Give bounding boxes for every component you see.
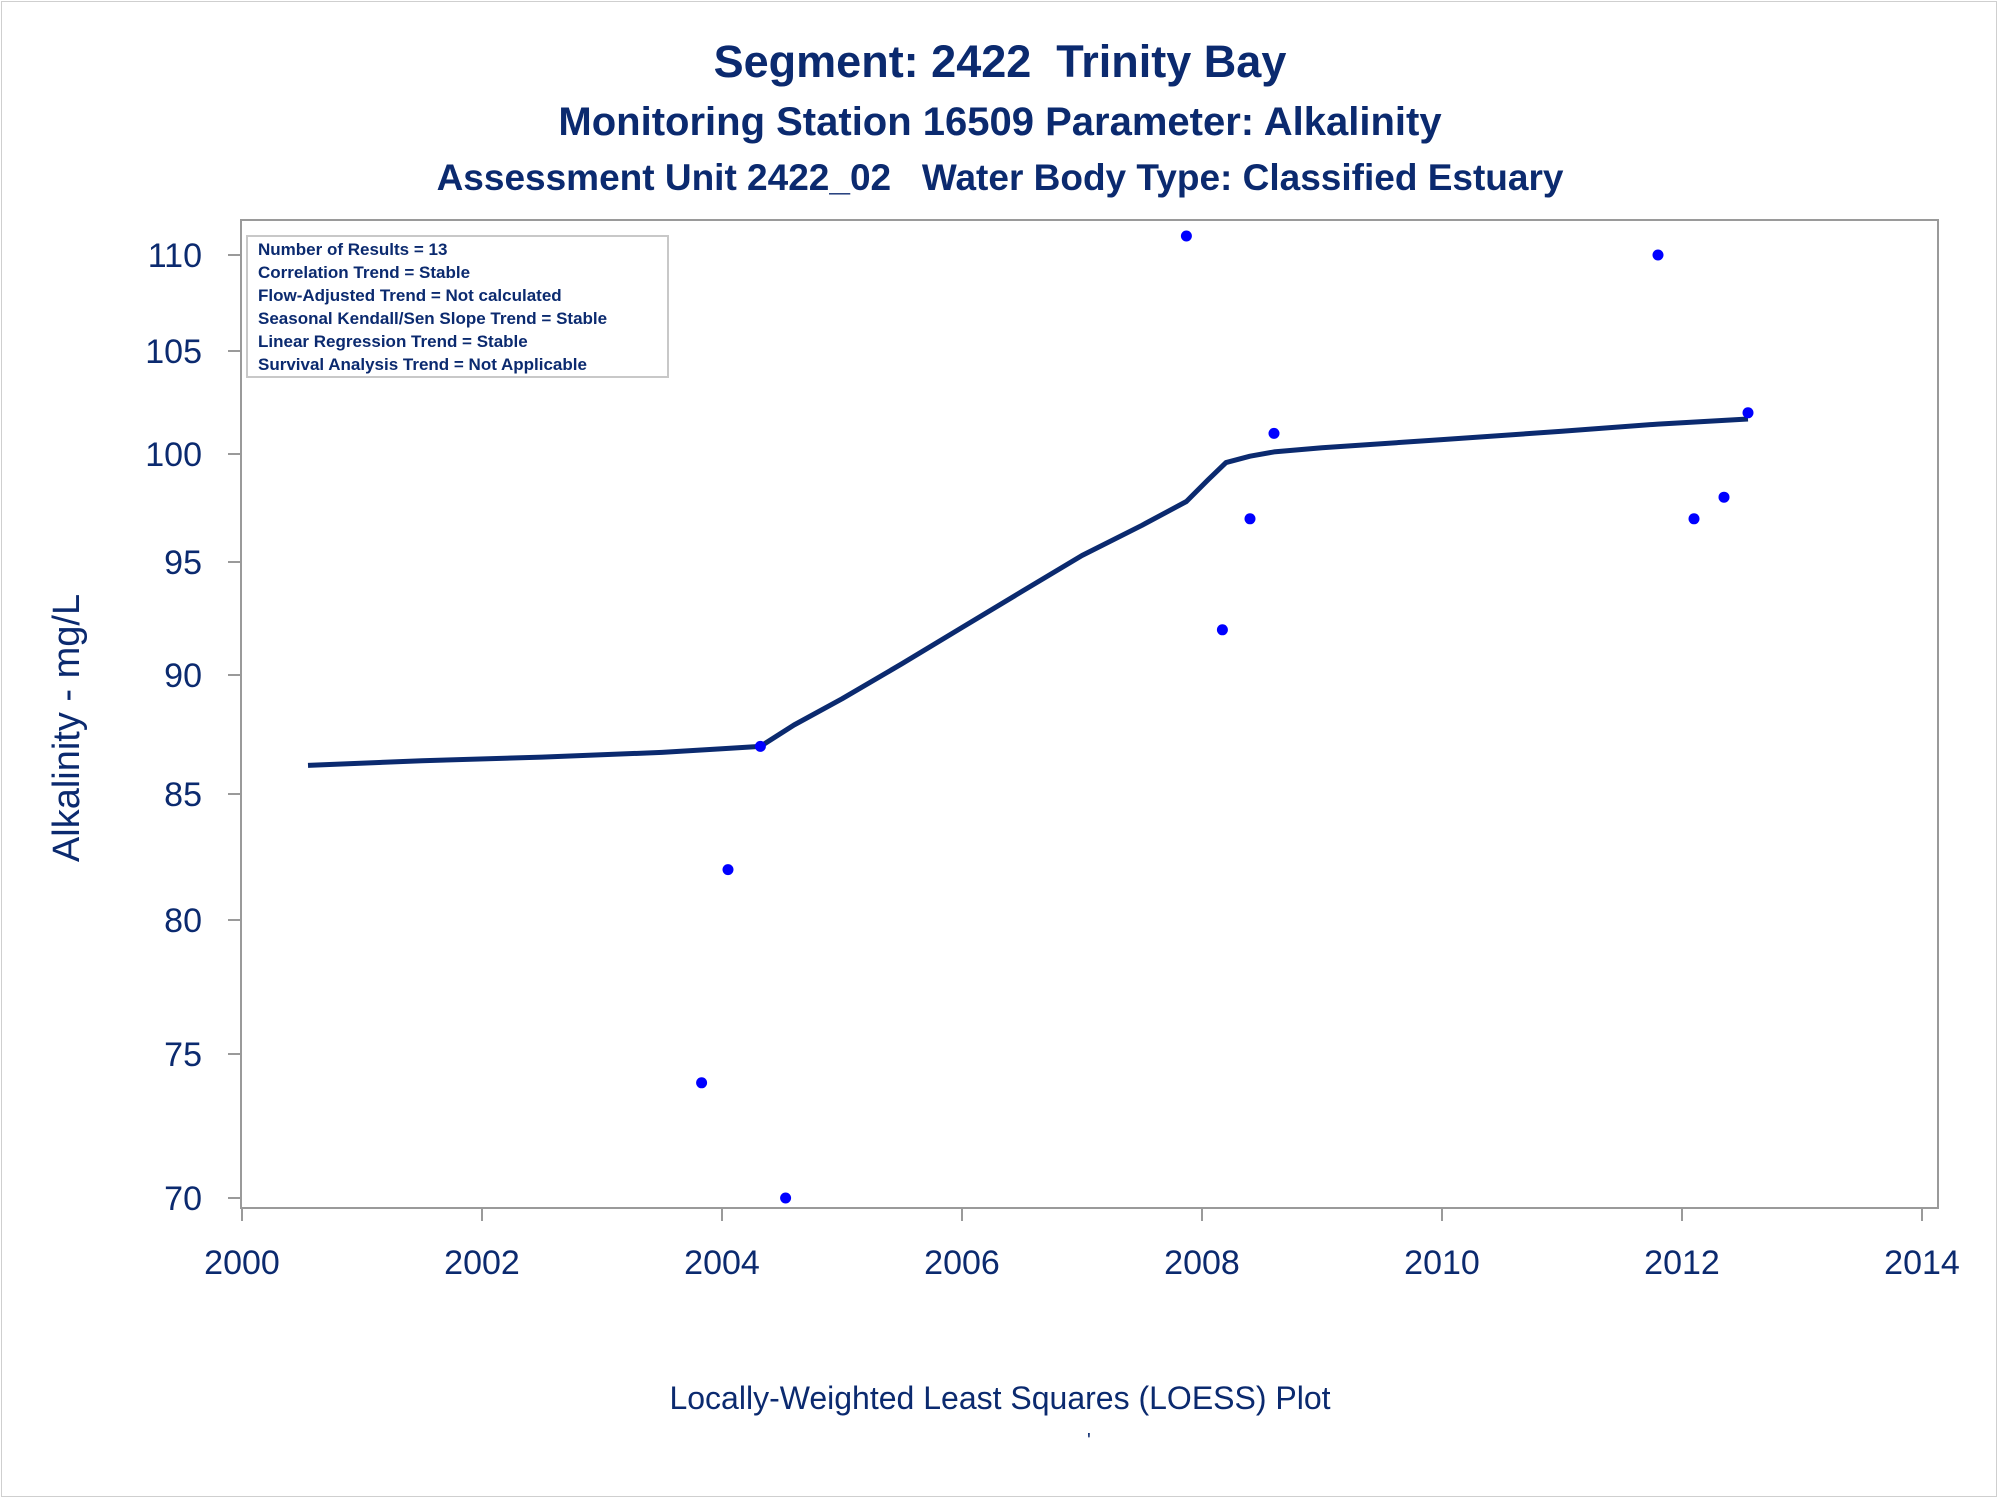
chart-subtitle-station: Monitoring Station 16509 Parameter: Alka… <box>558 100 1442 144</box>
stat-number-of-results: Number of Results = 13 <box>258 240 447 259</box>
x-tick-label: 2006 <box>924 1244 1000 1282</box>
data-point <box>1244 513 1256 525</box>
data-point <box>1688 513 1700 525</box>
data-point <box>722 864 734 876</box>
data-point <box>1268 427 1280 439</box>
x-tick-label: 2000 <box>204 1244 280 1282</box>
y-axis: 70 75 80 85 90 95 100 105 110 <box>145 237 241 1218</box>
y-tick-label: 90 <box>164 657 202 695</box>
x-tick-label: 2012 <box>1644 1244 1720 1282</box>
footnote: Locally-Weighted Least Squares (LOESS) P… <box>669 1380 1331 1416</box>
footnote-mark: ' <box>1087 1430 1091 1452</box>
stats-box: Number of Results = 13 Correlation Trend… <box>246 235 669 378</box>
y-tick-label: 100 <box>145 436 202 474</box>
chart-title: Segment: 2422 Trinity Bay <box>713 36 1287 87</box>
data-point <box>1652 249 1664 261</box>
y-tick-label: 80 <box>164 902 202 940</box>
y-tick-label: 110 <box>148 237 202 275</box>
x-tick-label: 2004 <box>684 1244 760 1282</box>
data-point <box>1180 230 1192 242</box>
stat-linear-regression-trend: Linear Regression Trend = Stable <box>258 332 528 351</box>
stat-correlation-trend: Correlation Trend = Stable <box>258 263 470 282</box>
stat-seasonal-kendall-trend: Seasonal Kendall/Sen Slope Trend = Stabl… <box>258 309 607 328</box>
data-point <box>1216 624 1228 636</box>
y-tick-label: 85 <box>164 776 202 814</box>
chart-subtitle-assessment: Assessment Unit 2422_02 Water Body Type:… <box>436 157 1564 198</box>
y-tick-label: 95 <box>164 544 202 582</box>
data-point <box>696 1077 708 1089</box>
stats-box-border <box>246 235 669 378</box>
y-tick-label: 75 <box>164 1036 202 1074</box>
y-tick-label: 105 <box>145 333 202 371</box>
data-point <box>780 1192 792 1204</box>
plot-area <box>240 219 1939 1209</box>
data-point <box>754 740 766 752</box>
stat-flow-adjusted-trend: Flow-Adjusted Trend = Not calculated <box>258 286 562 305</box>
x-tick-label: 2008 <box>1164 1244 1240 1282</box>
data-point <box>1718 491 1730 503</box>
x-tick-label: 2014 <box>1884 1244 1960 1282</box>
series-layer <box>302 230 1754 1204</box>
y-axis-title: Alkalinity - mg/L <box>46 594 88 862</box>
loess-line <box>307 416 1749 768</box>
x-tick-label: 2002 <box>444 1244 520 1282</box>
stat-survival-analysis-trend: Survival Analysis Trend = Not Applicable <box>258 355 587 374</box>
x-axis: 2000 2002 2004 2006 2008 2010 2012 2014 <box>204 1208 1960 1282</box>
data-point <box>1742 407 1754 419</box>
y-tick-label: 70 <box>164 1180 202 1218</box>
x-tick-label: 2010 <box>1404 1244 1480 1282</box>
